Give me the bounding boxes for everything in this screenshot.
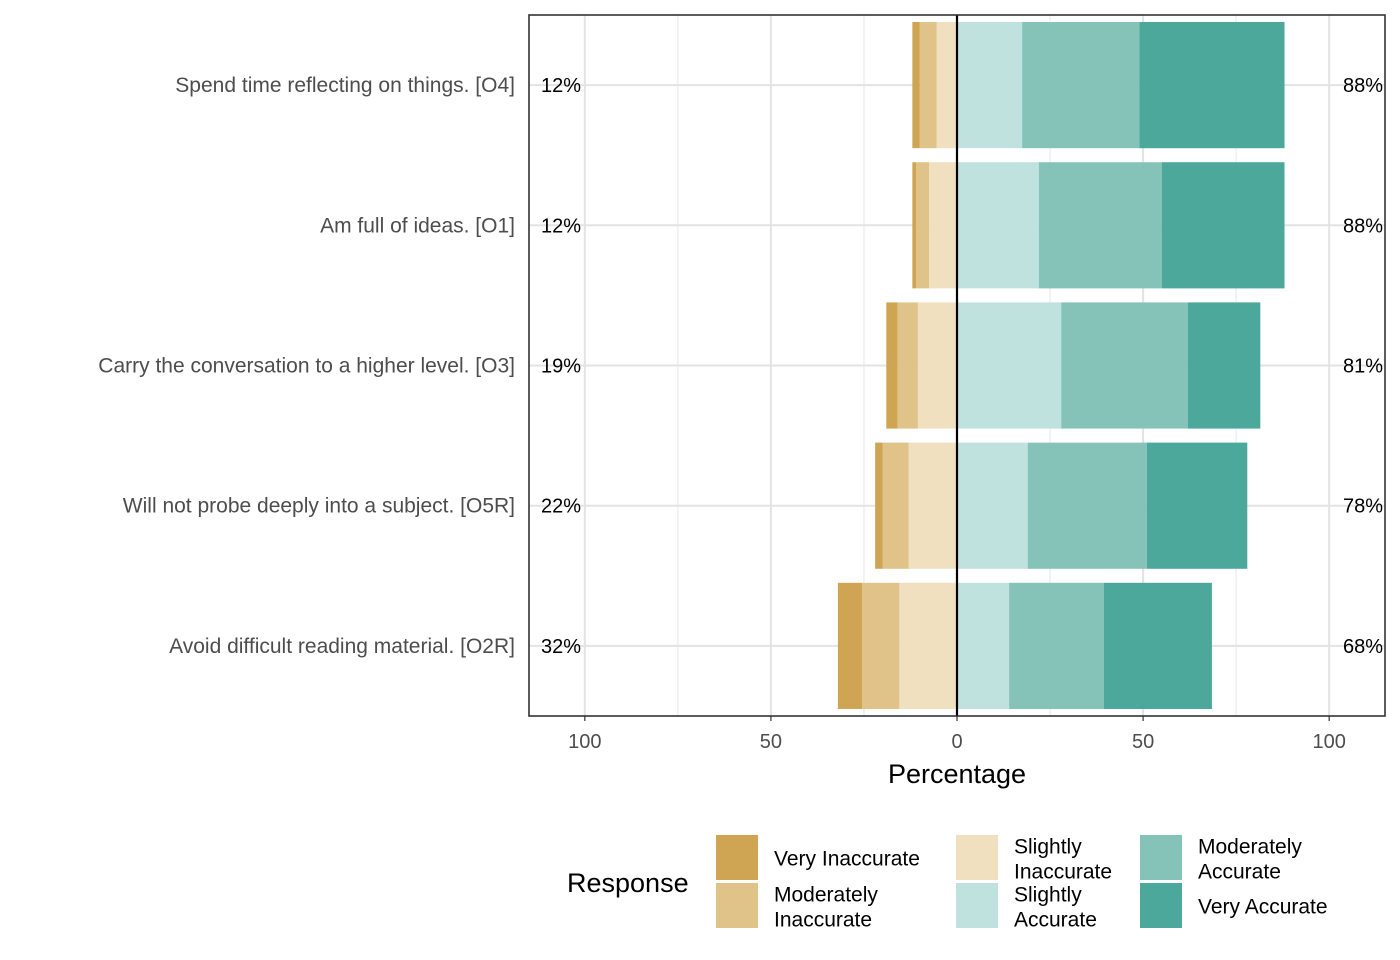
bar-segment [1009, 582, 1105, 709]
bar-segment [957, 442, 1028, 569]
bar-segment [912, 22, 920, 149]
x-tick-label: 100 [568, 731, 601, 753]
bar-segment [1038, 162, 1162, 289]
bar-segment [957, 162, 1039, 289]
bar-segment [917, 302, 957, 429]
left-total-label: 22% [541, 496, 581, 518]
x-axis-title: Percentage [888, 759, 1026, 789]
category-label: Avoid difficult reading material. [O2R] [169, 635, 515, 658]
bar-segment [1187, 302, 1261, 429]
right-total-label: 81% [1343, 356, 1383, 378]
bar-segment [1139, 22, 1285, 149]
bars [837, 22, 1285, 709]
legend-swatch [1140, 835, 1182, 880]
x-tick-label: 0 [951, 731, 962, 753]
bar-segment [862, 582, 900, 709]
bar-segment [957, 582, 1010, 709]
left-total-label: 19% [541, 356, 581, 378]
right-total-label: 68% [1343, 636, 1383, 658]
legend-title: Response [567, 868, 689, 898]
bar-segment [929, 162, 957, 289]
bar-segment [936, 22, 957, 149]
legend-label: Accurate [1198, 861, 1281, 884]
legend-label: Inaccurate [774, 909, 872, 932]
category-label: Will not probe deeply into a subject. [O… [123, 495, 515, 518]
legend-label: Inaccurate [1014, 861, 1112, 884]
legend-label: Moderately [1198, 836, 1302, 859]
legend-label: Moderately [774, 884, 878, 907]
legend: Response Very InaccurateModeratelyInaccu… [567, 835, 1328, 932]
left-total-label: 32% [541, 636, 581, 658]
legend-swatch [1140, 883, 1182, 928]
legend-swatch [956, 835, 998, 880]
bar-segment [899, 582, 957, 709]
bar-segment [919, 22, 937, 149]
bar-segment [886, 302, 898, 429]
category-label: Spend time reflecting on things. [O4] [175, 74, 515, 97]
category-label: Am full of ideas. [O1] [320, 214, 515, 237]
bar-segment [908, 442, 957, 569]
legend-swatch [716, 835, 758, 880]
total-labels: 12% 88% 12% 88% 19% 81% 22% 78% 32% 68% [541, 75, 1383, 658]
bar-segment [1027, 442, 1147, 569]
x-tick-label: 50 [760, 731, 782, 753]
bar-segment [916, 162, 930, 289]
legend-label: Accurate [1014, 909, 1097, 932]
bar-segment [1022, 22, 1140, 149]
bar-segment [1104, 582, 1212, 709]
bar-segment [875, 442, 883, 569]
category-label: Carry the conversation to a higher level… [98, 355, 515, 378]
legend-swatch [956, 883, 998, 928]
right-total-label: 88% [1343, 75, 1383, 97]
legend-label: Very Accurate [1198, 896, 1328, 919]
bar-segment [957, 22, 1023, 149]
legend-swatch [716, 883, 758, 928]
bar-segment [957, 302, 1062, 429]
legend-label: Slightly [1014, 836, 1082, 859]
legend-label: Slightly [1014, 884, 1082, 907]
left-total-label: 12% [541, 75, 581, 97]
x-tick-label: 100 [1312, 731, 1345, 753]
right-total-label: 78% [1343, 496, 1383, 518]
bar-segment [912, 162, 917, 289]
right-total-label: 88% [1343, 215, 1383, 237]
bar-segment [897, 302, 918, 429]
category-labels: Spend time reflecting on things. [O4] Am … [98, 74, 515, 658]
x-tick-labels: 100 50 0 50 100 [568, 716, 1346, 753]
bar-segment [1161, 162, 1285, 289]
bar-segment [882, 442, 909, 569]
bar-segment [1061, 302, 1188, 429]
bar-segment [1146, 442, 1248, 569]
x-tick-label: 50 [1132, 731, 1154, 753]
left-total-label: 12% [541, 215, 581, 237]
bar-segment [837, 582, 863, 709]
legend-label: Very Inaccurate [774, 848, 920, 871]
